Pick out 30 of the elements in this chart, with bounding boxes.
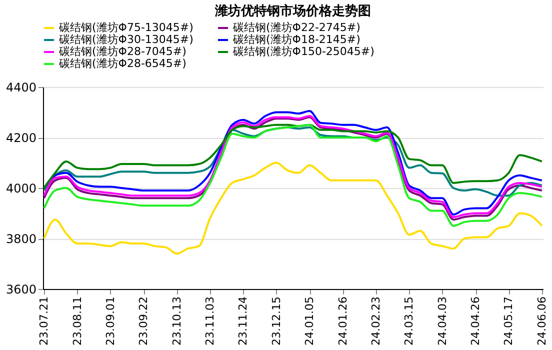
x-tick-label: 24.01.26: [336, 296, 350, 346]
x-tick-label: 24.04.26: [469, 296, 482, 346]
legend-label: 碳结钢(潍坊Φ30-13045#): [58, 33, 194, 46]
x-tick-label: 24.02.23: [369, 296, 382, 346]
y-tick-label: 4200: [6, 131, 36, 145]
legend-label: 碳结钢(潍坊Φ28-6545#): [58, 57, 186, 70]
y-tick-label: 3800: [6, 232, 36, 246]
x-tick-label: 24.06.06: [535, 296, 548, 346]
x-tick-label: 23.11.24: [236, 296, 250, 346]
x-tick-label: 24.05.17: [502, 296, 516, 346]
legend-label: 碳结钢(潍坊Φ75-13045#): [58, 21, 194, 34]
x-tick-label: 24.03.15: [402, 296, 416, 346]
legend-label: 碳结钢(潍坊Φ22-2745#): [232, 21, 360, 34]
x-tick-label: 23.07.21: [38, 296, 51, 346]
x-tick-label: 23.12.15: [270, 296, 283, 346]
legend-label: 碳结钢(潍坊Φ150-25045#): [232, 45, 374, 58]
x-tick-label: 23.08.11: [70, 296, 84, 346]
x-tick-label: 24.04.03: [436, 296, 449, 346]
y-tick-label: 4400: [6, 80, 36, 94]
x-tick-label: 23.09.22: [137, 296, 150, 346]
legend-label: 碳结钢(潍坊Φ18-2145#): [232, 33, 360, 46]
legend-label: 碳结钢(潍坊Φ28-7045#): [58, 45, 186, 58]
y-tick-label: 4000: [6, 182, 36, 196]
x-tick-label: 23.11.03: [204, 296, 217, 346]
x-tick-label: 23.10.13: [170, 296, 184, 346]
x-tick-label: 23.09.01: [104, 296, 117, 346]
line-series: [43, 162, 543, 255]
chart-title: 潍坊优特钢市场价格走势图: [214, 3, 371, 19]
x-tick-label: 24.01.05: [303, 296, 316, 346]
y-tick-label: 3600: [6, 282, 36, 296]
